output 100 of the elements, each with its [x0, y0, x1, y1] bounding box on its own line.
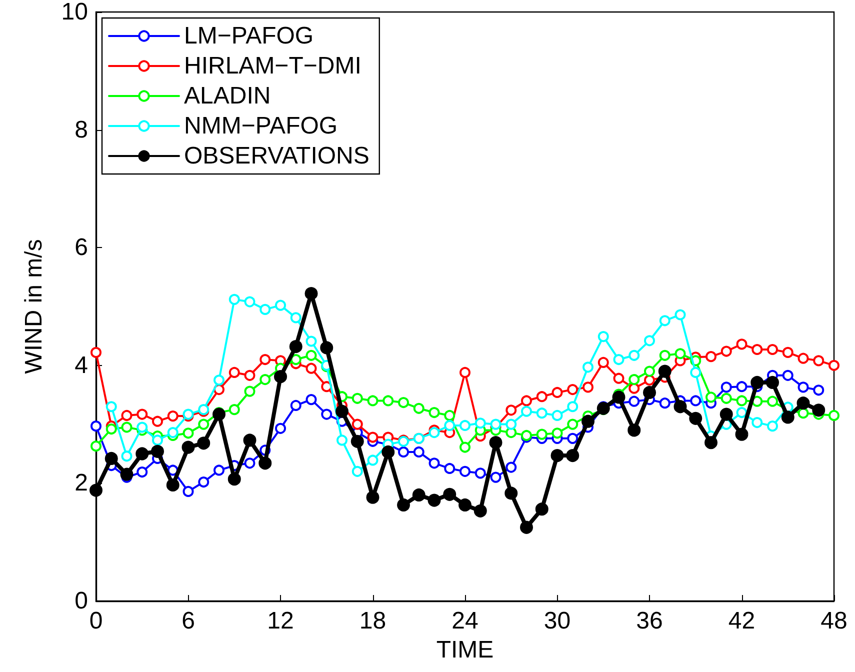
- point: [182, 486, 194, 497]
- point: [260, 374, 271, 386]
- point: [782, 370, 794, 381]
- point: [397, 498, 410, 512]
- point: [152, 434, 163, 446]
- point: [398, 446, 409, 458]
- point: [304, 287, 318, 300]
- point: [306, 394, 317, 406]
- point: [506, 462, 517, 473]
- point: [628, 424, 641, 437]
- point: [412, 488, 426, 502]
- point: [750, 376, 764, 389]
- point: [352, 466, 363, 477]
- point: [136, 447, 149, 460]
- point: [736, 338, 748, 350]
- point: [182, 440, 195, 454]
- point: [690, 395, 702, 406]
- point: [752, 396, 763, 407]
- point: [720, 408, 733, 421]
- legend-label: LM−PAFOG: [184, 22, 314, 50]
- point: [366, 490, 380, 504]
- point: [720, 382, 732, 393]
- point: [212, 408, 226, 421]
- point: [121, 410, 132, 421]
- x-tick-label: 48: [820, 608, 848, 634]
- point: [613, 354, 624, 366]
- point: [382, 445, 395, 458]
- point: [428, 458, 440, 469]
- point: [489, 436, 502, 450]
- point: [659, 398, 670, 409]
- point: [767, 420, 778, 432]
- point: [428, 494, 441, 507]
- point: [460, 420, 470, 431]
- y-tick-label: 10: [61, 0, 88, 26]
- x-tick-label: 42: [728, 608, 756, 634]
- point: [136, 408, 148, 420]
- point: [567, 384, 578, 396]
- point: [598, 356, 609, 368]
- point: [198, 476, 210, 488]
- point: [244, 296, 256, 308]
- point: [352, 392, 363, 404]
- point: [260, 354, 271, 366]
- point: [736, 381, 748, 392]
- point: [290, 400, 302, 411]
- point: [628, 350, 640, 361]
- point: [720, 346, 732, 357]
- point: [644, 374, 655, 386]
- point: [798, 382, 809, 393]
- point: [90, 346, 102, 358]
- point: [120, 468, 134, 481]
- point: [828, 410, 840, 421]
- point: [244, 386, 256, 397]
- point: [428, 407, 440, 418]
- point: [274, 370, 287, 384]
- point: [659, 315, 670, 326]
- point: [90, 484, 102, 497]
- point: [382, 395, 394, 406]
- point: [613, 372, 624, 384]
- point: [582, 414, 594, 428]
- point: [520, 520, 533, 534]
- point: [290, 354, 302, 366]
- point: [552, 428, 563, 439]
- point: [752, 417, 763, 428]
- point: [458, 498, 472, 512]
- point: [812, 404, 826, 417]
- point: [674, 309, 686, 320]
- point: [474, 468, 486, 479]
- point: [306, 336, 317, 347]
- point: [214, 374, 224, 386]
- point: [289, 340, 302, 354]
- point: [258, 456, 272, 470]
- point: [290, 312, 302, 324]
- point: [306, 350, 317, 361]
- point: [766, 376, 779, 389]
- point: [704, 436, 718, 450]
- point: [444, 410, 456, 421]
- point: [321, 408, 332, 420]
- point: [552, 410, 563, 421]
- point: [413, 402, 424, 414]
- point: [674, 348, 686, 360]
- x-tick-label: 30: [544, 608, 571, 634]
- point: [706, 392, 716, 403]
- point: [152, 416, 163, 427]
- point: [121, 450, 132, 462]
- y-tick-label: 8: [74, 116, 88, 144]
- point: [244, 458, 256, 469]
- point: [244, 370, 256, 381]
- y-tick-label: 6: [74, 234, 88, 262]
- point: [367, 395, 378, 406]
- x-tick-label: 12: [267, 608, 294, 634]
- y-tick-label: 4: [74, 352, 88, 379]
- point: [674, 400, 687, 414]
- point: [490, 472, 502, 483]
- point: [598, 331, 609, 342]
- point: [413, 446, 424, 458]
- y-tick-label: 0: [74, 588, 88, 614]
- point: [798, 352, 809, 364]
- point: [460, 442, 470, 453]
- point: [260, 304, 271, 315]
- point: [106, 401, 117, 412]
